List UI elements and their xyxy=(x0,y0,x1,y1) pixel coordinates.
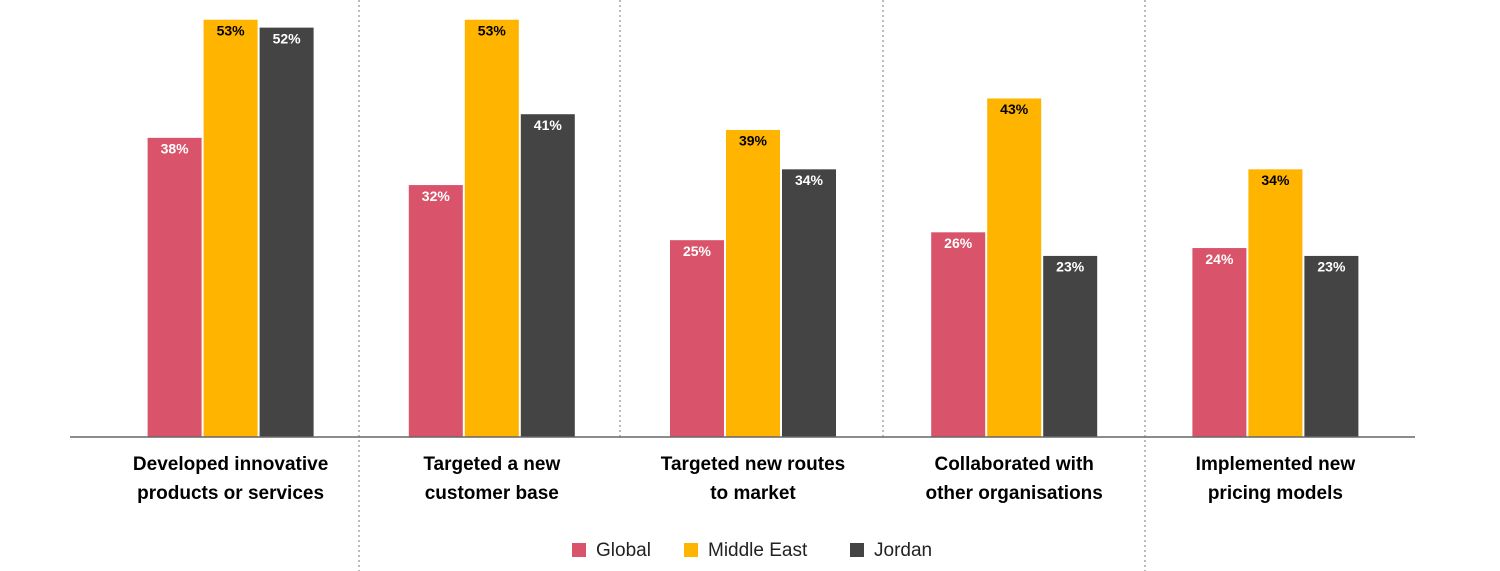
bar xyxy=(520,114,575,437)
bar xyxy=(464,19,519,438)
bar xyxy=(408,185,463,437)
legend-swatch xyxy=(850,543,864,557)
value-label: 39% xyxy=(739,133,768,149)
value-label: 26% xyxy=(944,235,973,251)
value-label: 23% xyxy=(1056,259,1085,275)
value-label: 53% xyxy=(217,22,246,38)
bar xyxy=(670,240,724,437)
bar xyxy=(259,27,314,437)
value-label: 41% xyxy=(534,117,563,133)
value-label: 23% xyxy=(1317,259,1346,275)
bar xyxy=(931,232,986,437)
dividers xyxy=(358,0,1146,571)
legend-label: Jordan xyxy=(874,540,932,561)
bar xyxy=(782,169,836,437)
value-label: 32% xyxy=(422,188,451,204)
bar xyxy=(1304,255,1359,437)
category-label: Collaborated with other organisations xyxy=(925,454,1103,504)
bar xyxy=(1248,169,1303,437)
category-label: Targeted new routes to market xyxy=(660,454,846,504)
category-label: Developed innovative products or service… xyxy=(132,454,329,504)
value-label: 24% xyxy=(1205,251,1234,267)
value-label: 25% xyxy=(683,243,712,259)
bar xyxy=(1192,248,1247,437)
bar xyxy=(987,98,1042,438)
value-label: 53% xyxy=(478,22,507,38)
legend-swatch xyxy=(572,543,586,557)
legend-label: Global xyxy=(596,540,651,561)
bar xyxy=(726,129,780,438)
bar xyxy=(1043,255,1098,437)
legend-swatch xyxy=(684,543,698,557)
bar xyxy=(203,19,258,438)
value-label: 43% xyxy=(1000,101,1029,117)
legend-label: Middle East xyxy=(708,540,808,561)
category-label: Targeted a new customer base xyxy=(423,454,561,504)
value-label: 52% xyxy=(273,30,302,46)
value-label: 34% xyxy=(1261,172,1290,188)
category-label: Implemented new pricing models xyxy=(1195,454,1356,504)
bar xyxy=(147,137,202,437)
value-label: 38% xyxy=(161,141,190,157)
value-label: 34% xyxy=(795,172,824,188)
